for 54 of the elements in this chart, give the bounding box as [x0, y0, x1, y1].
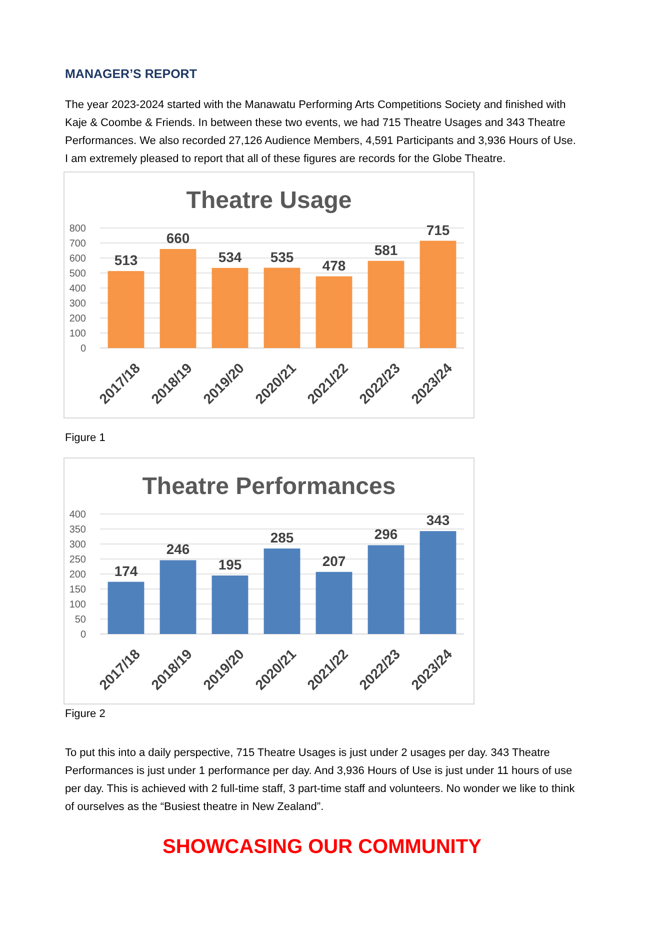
data-label: 246	[166, 541, 190, 558]
caption: Figure 2	[65, 708, 106, 720]
data-label: 534	[218, 248, 242, 265]
data-label: 285	[270, 530, 294, 546]
data-label: 715	[426, 222, 450, 238]
caption: Figure 1	[65, 432, 106, 444]
y-tick-label: 0	[80, 344, 86, 354]
data-label: 174	[114, 562, 138, 579]
bar	[368, 260, 404, 348]
text: The year 2023-2024 started with the Manawatu Performing Arts Competitions Society and finished with Kaje & Coombe & Friends. In between these two events, we had 715 Theatre Usages and 343 Theatre Performances. We also recorded 27,126 Audience Members, 4,591 Participants and 3,936 Hours of Use. I am extremely pleased to report that all of these figures are records for the Globe Theatre.	[65, 99, 576, 165]
y-tick-label: 250	[69, 554, 86, 566]
bar	[212, 576, 248, 634]
chart-title: Theatre Performances	[142, 473, 396, 500]
text: SHOWCASING OUR COMMUNITY	[162, 836, 482, 858]
y-tick-label: 200	[69, 314, 86, 324]
data-label: 535	[270, 248, 294, 265]
data-label: 478	[322, 257, 346, 274]
data-label: 207	[322, 552, 346, 569]
chart-title: Theatre Usage	[186, 187, 352, 214]
data-label: 581	[374, 242, 398, 258]
data-label: 513	[114, 252, 138, 268]
bar	[160, 560, 196, 634]
y-tick-label: 350	[69, 524, 86, 536]
y-tick-label: 150	[69, 584, 86, 596]
y-tick-label: 300	[69, 540, 86, 550]
bar	[420, 531, 456, 634]
y-tick-label: 50	[74, 614, 86, 626]
text: To put this into a daily perspective, 715 Theatre Usages is just under 2 usages per day. 343 Theatre Performances is just under 1 performance per day. And 3,936 Hours of Use is just under 11 hours of use per day. This is achieved with 2 full-time staff, 3 part-time staff and volunteers. No wonder we like to think of ourselves as the “Busiest theatre in New Zealand”.	[65, 747, 576, 813]
y-tick-label: 700	[69, 238, 86, 250]
data-label: 343	[426, 512, 450, 528]
bar	[160, 249, 196, 348]
bar	[316, 572, 352, 634]
bar	[264, 548, 300, 634]
y-tick-label: 800	[69, 224, 86, 234]
y-tick-label: 300	[69, 298, 86, 310]
y-tick-label: 400	[69, 510, 86, 520]
y-tick-label: 100	[69, 600, 86, 610]
y-tick-label: 600	[69, 254, 86, 264]
bar	[108, 582, 144, 634]
bar	[316, 276, 352, 348]
bar	[108, 271, 144, 348]
y-tick-label: 200	[69, 570, 86, 580]
bar	[264, 268, 300, 348]
data-label: 296	[374, 526, 398, 542]
bar	[212, 268, 248, 348]
bar	[420, 240, 456, 348]
data-label: 195	[218, 556, 242, 572]
y-tick-label: 100	[69, 328, 86, 340]
text: MANAGER’S REPORT	[65, 67, 198, 81]
data-label: 660	[166, 230, 190, 246]
y-tick-label: 500	[69, 268, 86, 280]
bar	[368, 545, 404, 634]
y-tick-label: 0	[80, 630, 86, 640]
y-tick-label: 400	[69, 284, 86, 294]
